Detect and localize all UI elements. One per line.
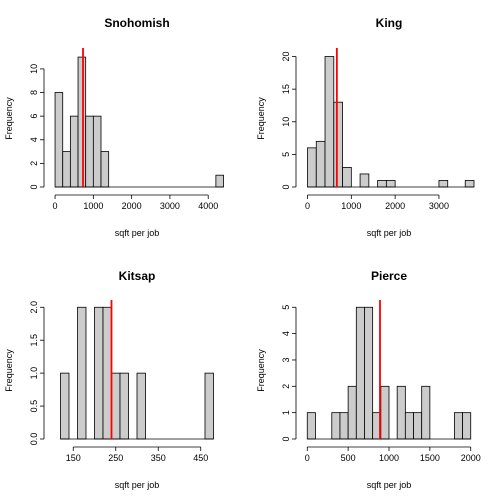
histogram-bar bbox=[77, 56, 87, 188]
y-tick-label: 4 bbox=[281, 331, 291, 336]
histogram-bar bbox=[385, 180, 396, 188]
chart-title: Pierce bbox=[371, 269, 407, 283]
y-tick-label: 2.0 bbox=[29, 301, 39, 314]
x-tick-label: 450 bbox=[193, 453, 208, 463]
histogram-bar bbox=[102, 306, 112, 440]
x-tick-label: 0 bbox=[305, 453, 310, 463]
y-tick-label: 1 bbox=[281, 410, 291, 415]
histogram-bar bbox=[119, 372, 129, 440]
y-tick-label: 15 bbox=[281, 84, 291, 94]
panel-snohomish: Snohomish 0 1000 2000 3000 4000 0 2 4 6 8 10 sqft pe… bbox=[4, 16, 224, 238]
chart-title: Snohomish bbox=[104, 16, 169, 30]
histogram-bar bbox=[359, 173, 370, 188]
x-tick-label: 1500 bbox=[420, 453, 440, 463]
x-axis-label: sqft per job bbox=[115, 480, 160, 490]
y-tick-label: 8 bbox=[29, 90, 39, 95]
y-axis-label: Frequency bbox=[256, 97, 266, 140]
histogram-bar bbox=[204, 372, 214, 440]
y-tick-label: 1.0 bbox=[29, 367, 39, 380]
y-tick-label: 1.5 bbox=[29, 334, 39, 347]
histogram-bar bbox=[331, 412, 341, 440]
x-axis-label: sqft per job bbox=[367, 480, 412, 490]
histogram-bar bbox=[404, 412, 414, 440]
histogram-bar bbox=[333, 101, 343, 188]
x-tick-label: 250 bbox=[108, 453, 123, 463]
x-tick-label: 0 bbox=[53, 201, 58, 211]
histogram-bar bbox=[215, 174, 224, 188]
y-tick-label: 10 bbox=[29, 64, 39, 74]
chart-title: King bbox=[376, 16, 403, 30]
histogram-bar bbox=[315, 140, 326, 188]
histogram-bar bbox=[380, 385, 390, 440]
panel-kitsap: Kitsap 150 250 350 450 0.0 0.5 1.0 1.5 2.0 sqft pe… bbox=[4, 269, 214, 490]
histogram-bar bbox=[364, 306, 374, 440]
y-tick-label: 5 bbox=[281, 305, 291, 310]
histogram-bar bbox=[111, 372, 121, 440]
histogram-bar bbox=[94, 306, 104, 440]
panel-pierce: Pierce 0 500 1000 1500 2000 0 1 2 3 4 5 sqft per job… bbox=[256, 269, 481, 490]
x-tick-label: 2000 bbox=[385, 201, 405, 211]
x-tick-label: 2000 bbox=[461, 453, 481, 463]
x-tick-label: 150 bbox=[66, 453, 81, 463]
histogram-bar bbox=[464, 180, 475, 188]
x-tick-label: 350 bbox=[151, 453, 166, 463]
y-tick-label: 0 bbox=[29, 184, 39, 189]
x-axis-label: sqft per job bbox=[115, 228, 160, 238]
x-tick-label: 1000 bbox=[83, 201, 103, 211]
x-tick-label: 0 bbox=[305, 201, 310, 211]
y-axis-label: Frequency bbox=[4, 349, 14, 392]
x-axis-label: sqft per job bbox=[367, 228, 412, 238]
histogram-bar bbox=[396, 385, 406, 440]
x-tick-label: 1000 bbox=[379, 453, 399, 463]
histogram-bar bbox=[339, 412, 349, 440]
histogram-bar bbox=[92, 115, 102, 188]
y-axis-label: Frequency bbox=[256, 349, 266, 392]
histogram-bar bbox=[462, 412, 472, 440]
histogram-bar bbox=[62, 151, 71, 188]
y-tick-label: 0 bbox=[281, 436, 291, 441]
histogram-bar bbox=[54, 92, 64, 188]
x-tick-label: 500 bbox=[341, 453, 356, 463]
histogram-bar bbox=[306, 412, 316, 440]
chart-title: Kitsap bbox=[119, 269, 156, 283]
y-tick-label: 0 bbox=[281, 184, 291, 189]
histogram-bar bbox=[324, 56, 335, 188]
y-tick-label: 0.5 bbox=[29, 400, 39, 413]
y-tick-label: 2 bbox=[281, 384, 291, 389]
histogram-bar bbox=[100, 151, 110, 188]
x-tick-label: 4000 bbox=[198, 201, 218, 211]
x-tick-label: 1000 bbox=[341, 201, 361, 211]
histogram-bar bbox=[307, 147, 317, 188]
y-tick-label: 0.0 bbox=[29, 433, 39, 446]
y-tick-label: 10 bbox=[281, 117, 291, 127]
histogram-bar bbox=[355, 306, 365, 440]
histogram-bar bbox=[60, 372, 70, 440]
histogram-bar bbox=[413, 412, 423, 440]
y-tick-label: 6 bbox=[29, 114, 39, 119]
histogram-bar bbox=[421, 385, 431, 440]
histogram-bar bbox=[136, 372, 146, 440]
y-tick-label: 4 bbox=[29, 137, 39, 142]
y-tick-label: 5 bbox=[281, 152, 291, 157]
histogram-bar bbox=[377, 180, 387, 188]
histogram-bar bbox=[77, 306, 87, 440]
histogram-bar bbox=[85, 115, 94, 188]
histogram-bar bbox=[438, 180, 449, 188]
histogram-bar bbox=[453, 412, 463, 440]
y-tick-label: 2 bbox=[29, 161, 39, 166]
y-tick-label: 3 bbox=[281, 357, 291, 362]
histogram-bar bbox=[69, 115, 79, 188]
x-tick-label: 2000 bbox=[122, 201, 142, 211]
x-tick-label: 3000 bbox=[429, 201, 449, 211]
y-axis-label: Frequency bbox=[4, 97, 14, 140]
x-tick-label: 3000 bbox=[160, 201, 180, 211]
y-tick-label: 20 bbox=[281, 52, 291, 62]
panel-king: King 0 1000 2000 3000 0 5 10 15 20 sqft per job Fre… bbox=[256, 16, 475, 238]
histogram-bar bbox=[342, 167, 352, 188]
histogram-bar bbox=[347, 385, 357, 440]
